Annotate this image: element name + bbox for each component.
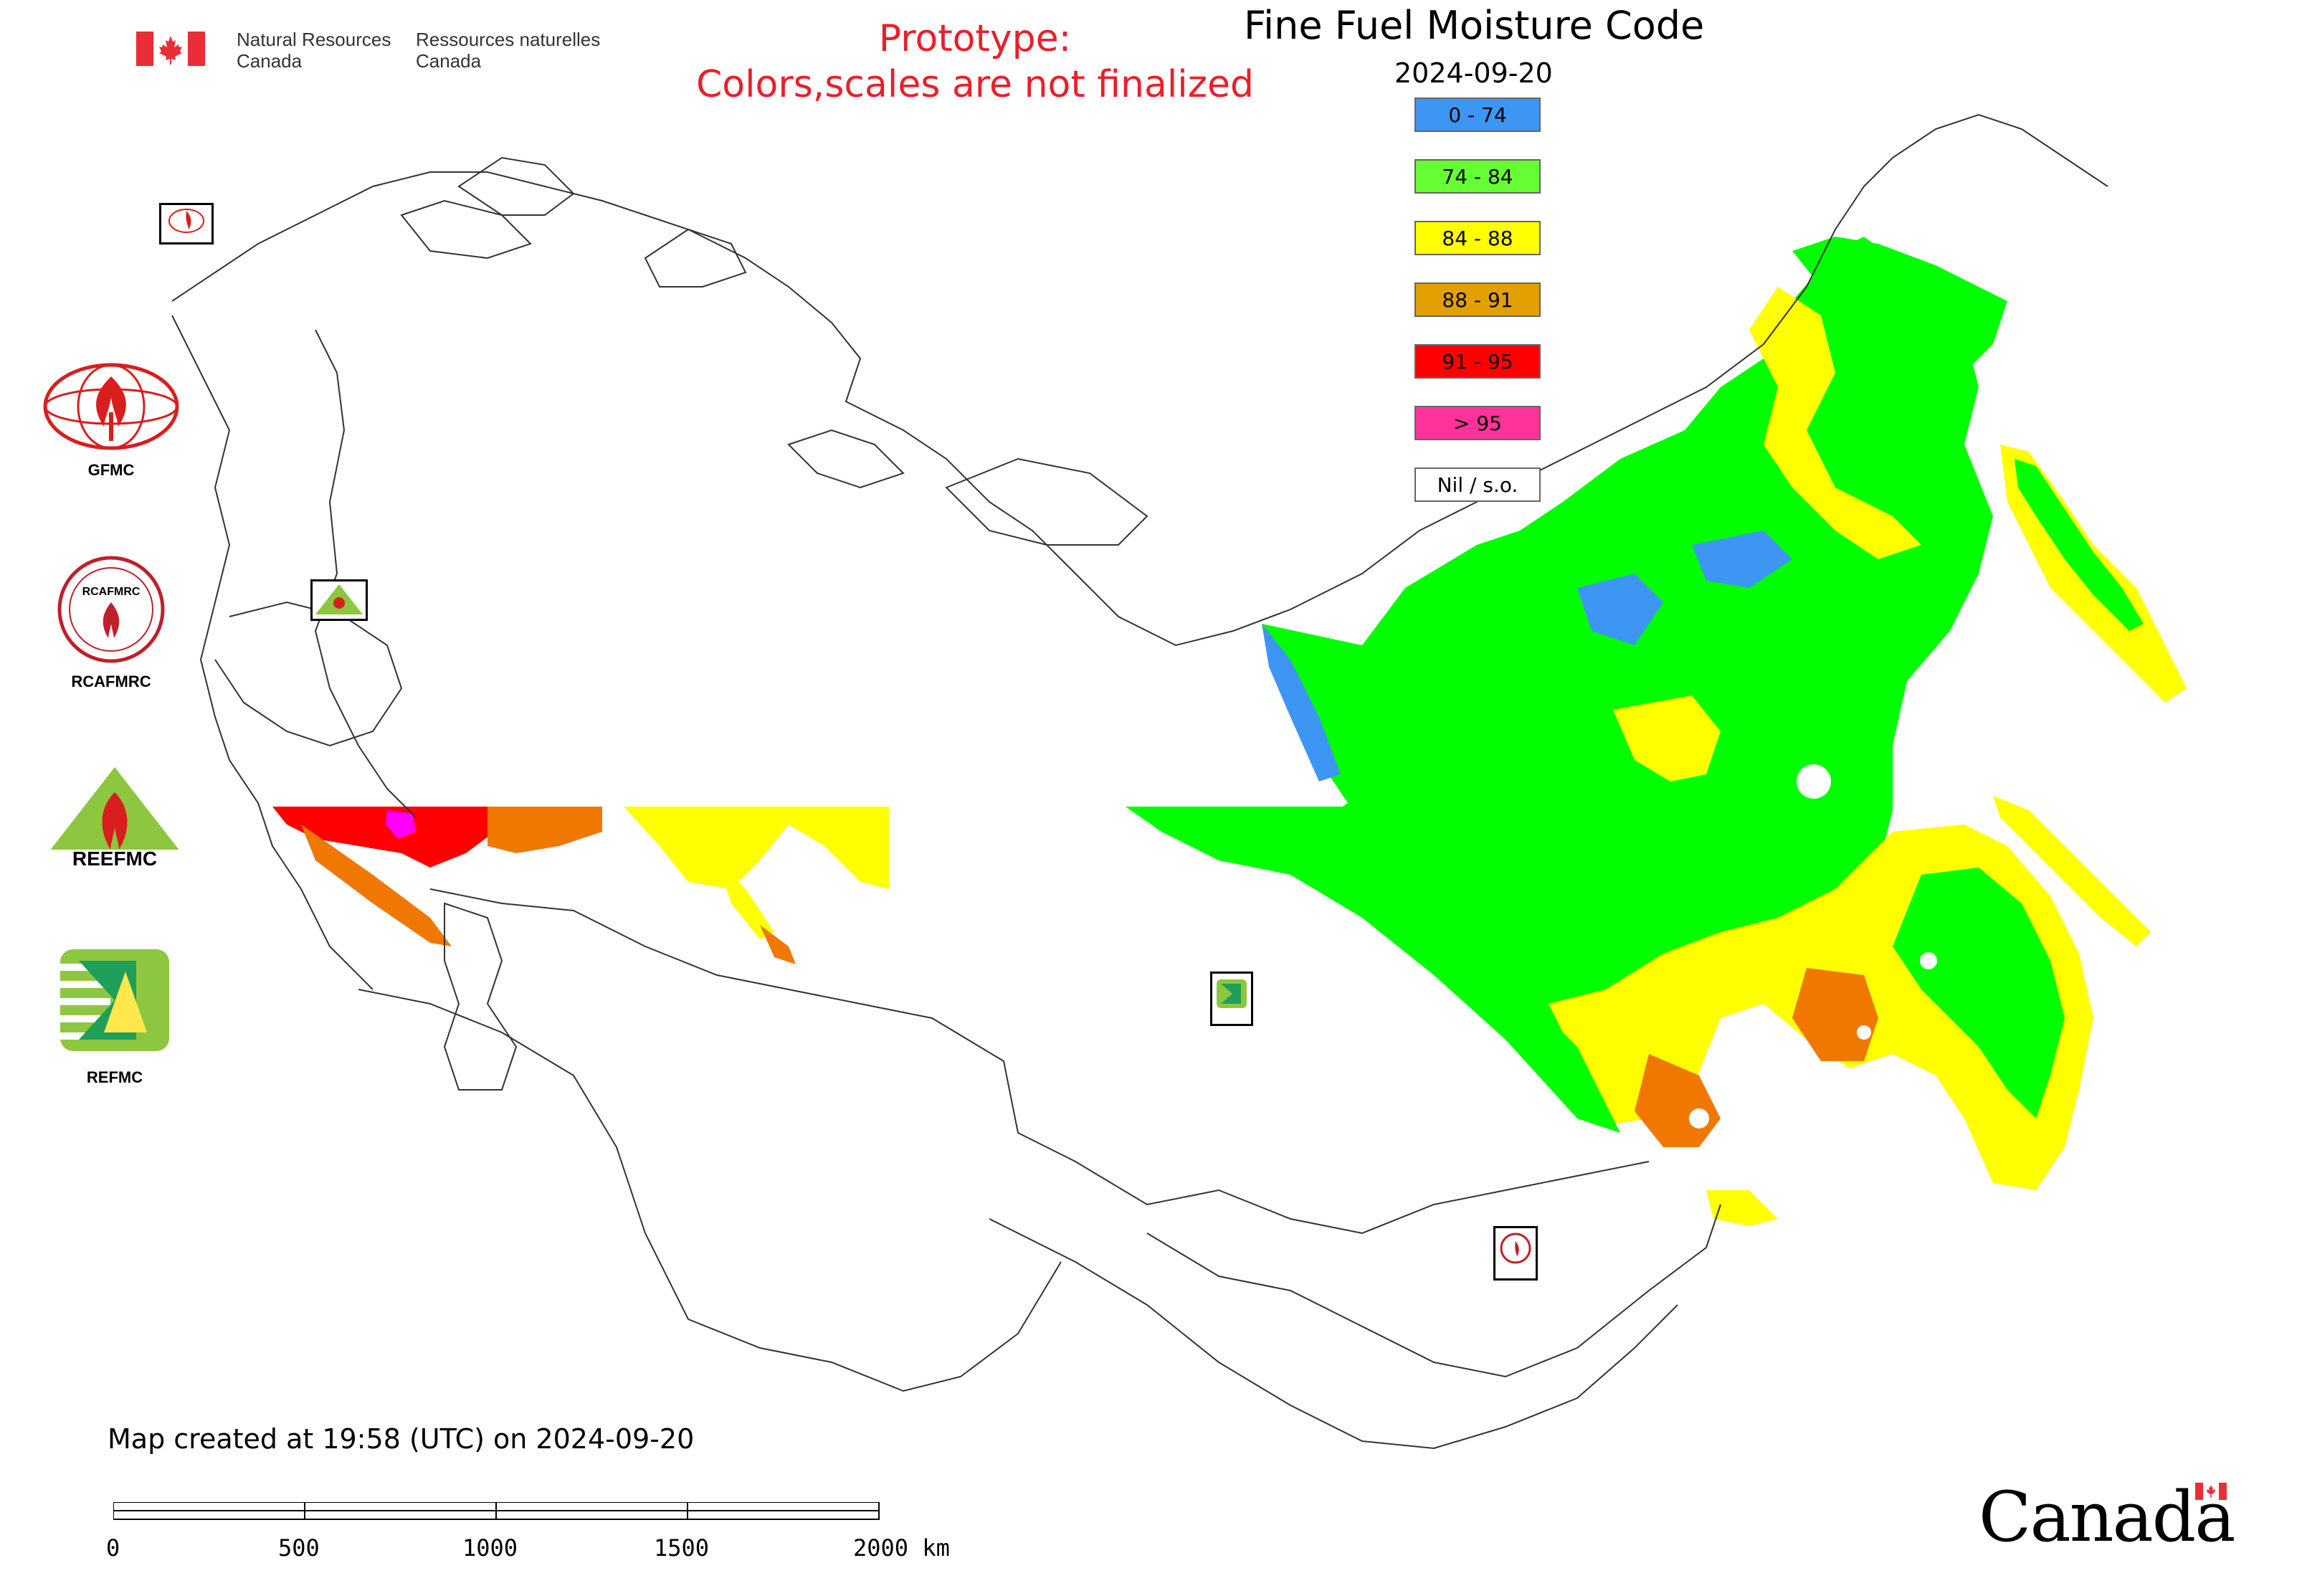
fwi-area-blue-2 <box>1692 531 1792 588</box>
fwi-area-yellow-west <box>624 807 889 889</box>
refmc-marker-icon <box>1217 979 1247 1008</box>
canada-wordmark: Canada <box>1979 1477 2280 1570</box>
prototype-line1: Prototype: <box>878 17 1072 60</box>
logo-reefmc: REEFMC <box>36 764 194 878</box>
coast-novaya-zemlya <box>787 429 905 489</box>
border-central-asia <box>358 989 1062 1392</box>
legend-item: 84 - 88 <box>1414 221 1541 255</box>
agency-en-line1: Natural Resources <box>237 29 391 50</box>
scale-bar-graphic <box>113 1502 880 1520</box>
scale-label: 1500 <box>654 1534 710 1562</box>
legend-item: 0 - 74 <box>1414 98 1541 132</box>
logo-refmc: REFMC <box>57 946 172 1090</box>
fwi-area-orange-streak-2 <box>301 825 452 946</box>
prototype-notice: Prototype: Colors,scales are not finaliz… <box>674 16 1276 108</box>
fwi-area-green-streak <box>1126 807 1620 1133</box>
scale-label: 2000 km <box>853 1534 950 1562</box>
scale-label: 1000 <box>462 1534 518 1562</box>
marker-refmc <box>1210 972 1253 1026</box>
canada-flag-icon <box>136 32 205 66</box>
svg-text:REEFMC: REEFMC <box>72 847 157 870</box>
fwi-area-yellow-streak <box>717 860 774 939</box>
logo-gfmc: GFMC <box>39 362 183 479</box>
fwi-area-orange-west <box>487 807 602 853</box>
fwi-area-hokkaido <box>1706 1190 1778 1226</box>
legend-item: 74 - 84 <box>1414 159 1541 194</box>
legend: 0 - 74 74 - 84 84 - 88 88 - 91 91 - 95 >… <box>1414 98 1544 506</box>
logo-rcafmrc: RCAFMRC RCAFMRC <box>54 552 168 690</box>
data-gaps <box>1689 764 1937 1129</box>
border-caspian <box>443 902 518 1091</box>
prototype-line2: Colors,scales are not finalized <box>695 63 1255 106</box>
legend-item: 91 - 95 <box>1414 344 1541 379</box>
border-china <box>989 1218 1678 1450</box>
gfmc-marker-icon <box>168 209 204 233</box>
rcafmrc-marker-icon <box>1500 1232 1531 1264</box>
agency-fr-line2: Canada <box>416 50 482 72</box>
fwi-area-sakhalin <box>1993 796 2151 946</box>
gfmc-emblem-icon <box>43 363 179 450</box>
marker-reefmc <box>310 579 368 621</box>
border-europe-inner <box>314 329 417 818</box>
legend-item: Nil / s.o. <box>1414 467 1541 502</box>
fwi-area-blue-3 <box>1262 624 1341 782</box>
data-gap <box>1797 764 1831 799</box>
fwi-area-yellow-inner <box>1613 695 1721 782</box>
coast-svalbard <box>644 228 747 288</box>
canada-wordmark-flag-icon <box>2195 1483 2227 1500</box>
country-borders <box>171 113 2108 1450</box>
reefmc-marker-icon <box>315 584 363 614</box>
fwi-area-kamchatka-green <box>2015 459 2144 631</box>
data-gap <box>1857 1025 1871 1040</box>
fwi-area-blue <box>1577 574 1663 645</box>
fwi-area-orange <box>1792 968 1878 1061</box>
fwi-area-yellow-north <box>1749 287 1921 559</box>
canada-wordmark-text: Canada <box>1979 1477 2235 1557</box>
coast-kola <box>400 199 532 260</box>
map-title: Fine Fuel Moisture Code <box>1244 3 1705 48</box>
fwi-coverage-east <box>1262 237 2187 1226</box>
fwi-area-magenta-west <box>386 810 416 839</box>
border-ukraine <box>214 601 403 747</box>
agency-fr-line1: Ressources naturelles <box>416 29 601 50</box>
data-gap <box>1689 1108 1709 1129</box>
scale-label: 500 <box>278 1534 320 1562</box>
fwi-area-orange-south <box>1635 1054 1721 1147</box>
fwi-coverage-west <box>272 807 1620 1133</box>
border-mongolia <box>1146 1204 1721 1378</box>
map-created-note: Map created at 19:58 (UTC) on 2024-09-20 <box>108 1423 695 1455</box>
border-russia-north <box>171 113 2108 647</box>
fwi-area-green-north <box>1792 237 2007 373</box>
fwi-area-green-southeast <box>1893 868 2065 1118</box>
gfmc-label: GFMC <box>87 461 135 479</box>
scale-bar: 0 500 1000 1500 2000 km <box>106 1502 968 1581</box>
coast-taymyr <box>945 457 1148 546</box>
fwi-area-orange-streak <box>760 925 796 964</box>
refmc-label: REFMC <box>86 1068 143 1086</box>
fwi-area-red-west <box>272 807 495 868</box>
rcafmrc-label: RCAFMRC <box>71 673 151 690</box>
map-date: 2024-09-20 <box>1394 57 1553 89</box>
legend-item: > 95 <box>1414 406 1541 440</box>
legend-item: 88 - 91 <box>1414 282 1541 317</box>
marker-gfmc <box>159 203 214 244</box>
rcafmrc-emblem-icon: RCAFMRC <box>57 556 165 663</box>
border-europe-west <box>171 315 374 990</box>
svg-text:RCAFMRC: RCAFMRC <box>82 586 141 598</box>
scale-label: 0 <box>106 1534 120 1562</box>
nrcan-signature: Natural Resources Canada Ressources natu… <box>136 29 609 79</box>
border-kazakhstan <box>429 888 1650 1235</box>
agency-en-line2: Canada <box>237 50 303 72</box>
coast-arctic-islands <box>457 156 575 216</box>
data-gap <box>1920 952 1937 969</box>
marker-rcafmrc <box>1493 1226 1538 1281</box>
reefmc-emblem-icon: REEFMC <box>39 767 190 870</box>
refmc-emblem-icon <box>60 949 169 1051</box>
